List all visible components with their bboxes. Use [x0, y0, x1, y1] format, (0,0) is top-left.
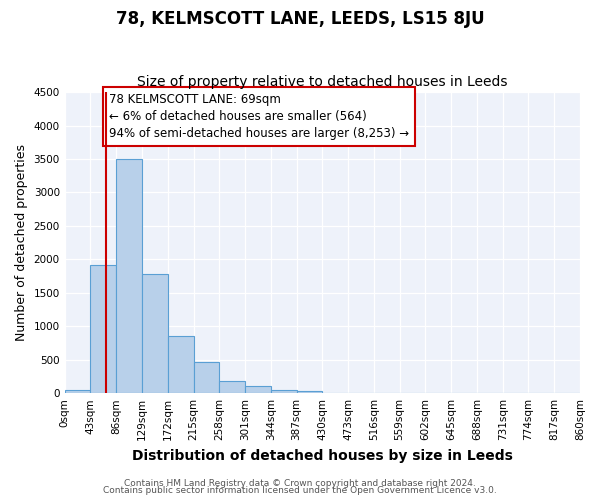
Text: Contains HM Land Registry data © Crown copyright and database right 2024.: Contains HM Land Registry data © Crown c…: [124, 478, 476, 488]
Bar: [219, 382, 245, 393]
Text: Contains public sector information licensed under the Open Government Licence v3: Contains public sector information licen…: [103, 486, 497, 495]
Text: 78, KELMSCOTT LANE, LEEDS, LS15 8JU: 78, KELMSCOTT LANE, LEEDS, LS15 8JU: [116, 10, 484, 28]
Bar: [65, 390, 91, 393]
Y-axis label: Number of detached properties: Number of detached properties: [15, 144, 28, 341]
Text: 78 KELMSCOTT LANE: 69sqm
← 6% of detached houses are smaller (564)
94% of semi-d: 78 KELMSCOTT LANE: 69sqm ← 6% of detache…: [109, 94, 409, 140]
Bar: [271, 390, 296, 393]
X-axis label: Distribution of detached houses by size in Leeds: Distribution of detached houses by size …: [132, 448, 513, 462]
Bar: [245, 386, 271, 393]
Bar: [91, 264, 116, 393]
Bar: [193, 362, 219, 393]
Bar: [116, 159, 142, 393]
Bar: [142, 274, 168, 393]
Title: Size of property relative to detached houses in Leeds: Size of property relative to detached ho…: [137, 76, 508, 90]
Bar: [168, 336, 193, 393]
Bar: [296, 391, 322, 393]
